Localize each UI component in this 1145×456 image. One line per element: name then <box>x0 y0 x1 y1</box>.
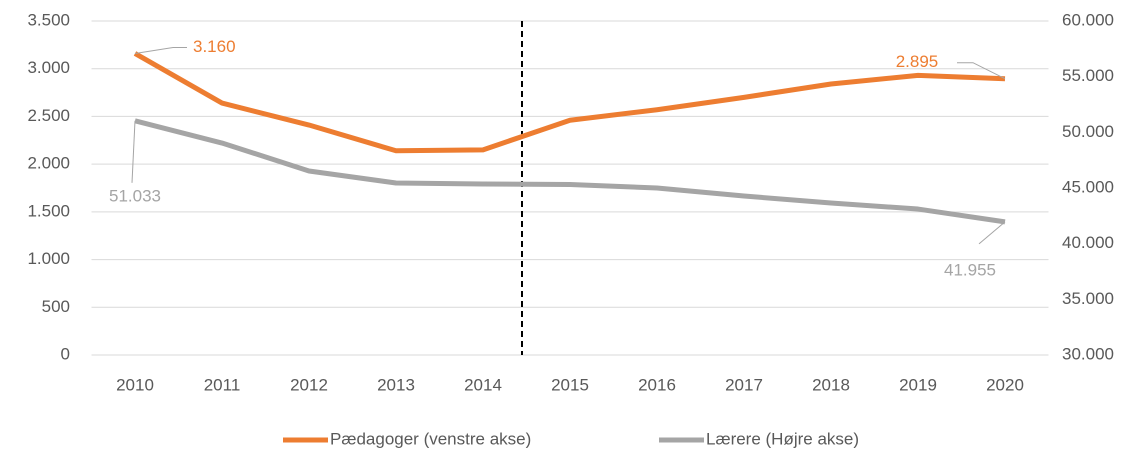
y-tick-label: 1.000 <box>27 249 70 268</box>
x-tick-label: 2016 <box>638 375 676 394</box>
y-tick-label: 1.500 <box>27 201 70 220</box>
x-tick-label: 2010 <box>116 375 154 394</box>
y2-tick-label: 35.000 <box>1062 289 1114 308</box>
data-label: 3.160 <box>193 37 236 56</box>
y-tick-label: 2.500 <box>27 106 70 125</box>
series-line <box>133 51 1006 154</box>
x-tick-label: 2015 <box>551 375 589 394</box>
data-label: 41.955 <box>944 260 996 279</box>
legend-label: Pædagoger (venstre akse) <box>330 429 531 448</box>
y-tick-label: 2.000 <box>27 154 70 173</box>
leader-line <box>134 46 187 54</box>
x-tick-label: 2011 <box>204 375 241 394</box>
x-tick-label: 2020 <box>986 375 1024 394</box>
x-tick-label: 2013 <box>377 375 415 394</box>
y2-tick-label: 40.000 <box>1062 233 1114 252</box>
y2-tick-label: 55.000 <box>1062 66 1114 85</box>
x-tick-label: 2012 <box>290 375 328 394</box>
leader-line <box>978 221 1006 245</box>
leader-line <box>131 120 136 183</box>
x-tick-label: 2014 <box>464 375 502 394</box>
leader-line <box>957 62 1006 80</box>
data-label: 2.895 <box>896 52 939 71</box>
data-label: 51.033 <box>109 186 161 205</box>
legend-label: Lærere (Højre akse) <box>706 429 859 448</box>
y2-tick-label: 50.000 <box>1062 122 1114 141</box>
series-line <box>134 118 1006 225</box>
y-tick-label: 3.500 <box>27 10 70 29</box>
x-tick-label: 2019 <box>899 375 937 394</box>
y-tick-label: 0 <box>61 344 70 363</box>
y-tick-label: 500 <box>42 297 70 316</box>
y-tick-label: 3.000 <box>27 58 70 77</box>
y2-tick-label: 45.000 <box>1062 177 1114 196</box>
x-tick-label: 2017 <box>725 375 763 394</box>
y2-tick-label: 30.000 <box>1062 344 1114 363</box>
x-tick-label: 2018 <box>812 375 850 394</box>
y2-tick-label: 60.000 <box>1062 10 1114 29</box>
